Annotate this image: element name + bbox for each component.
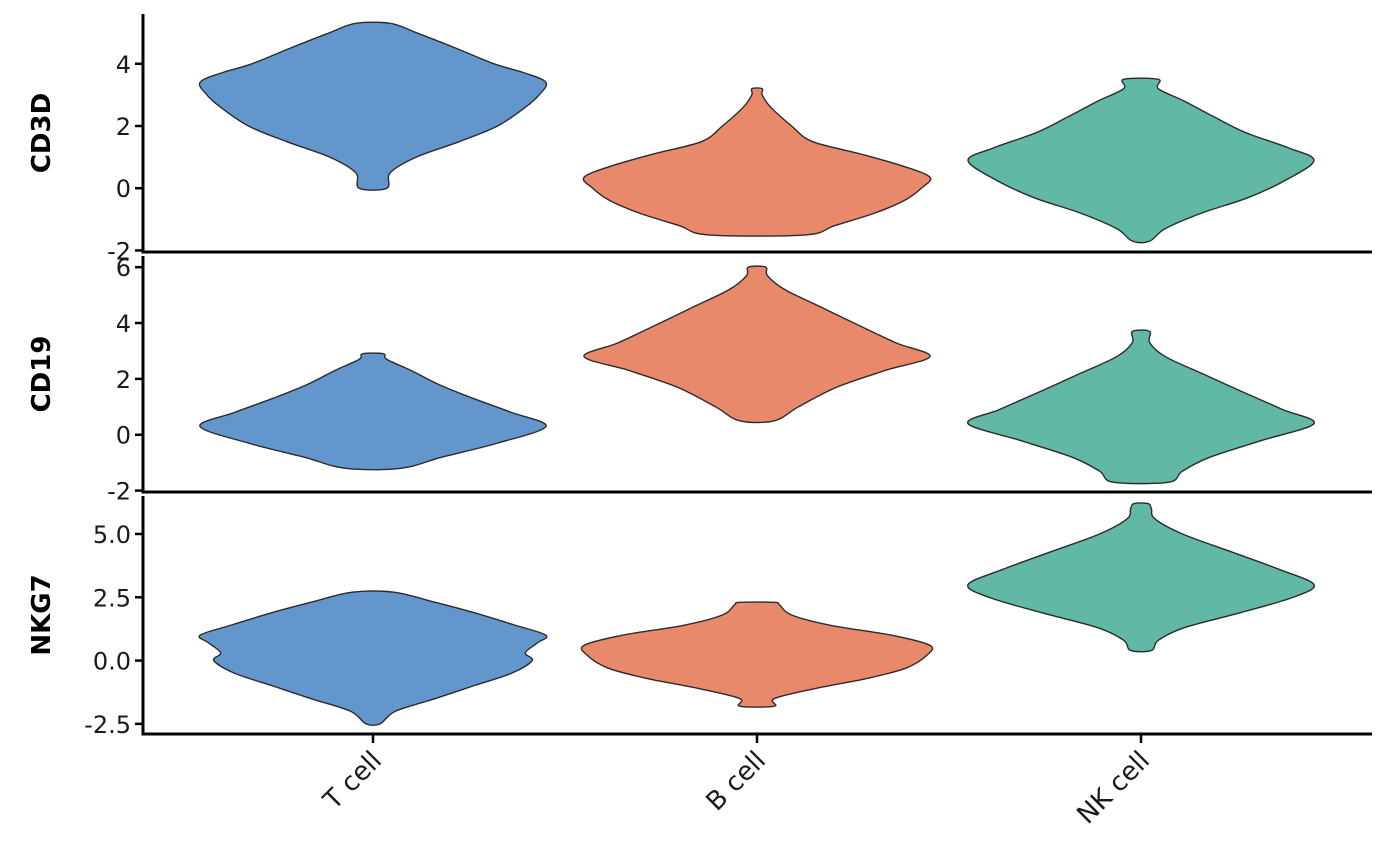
y-tick-label-cd3d: 2 — [116, 113, 131, 141]
x-tick-label-b-cell: B cell — [701, 746, 772, 817]
violin-nkg7-t-cell — [198, 590, 548, 727]
y-tick-label-cd19: 2 — [116, 366, 131, 394]
panel-label-cd19: CD19 — [27, 336, 57, 413]
y-tick-label-cd3d: 0 — [116, 175, 131, 203]
y-tick-label-nkg7: 2.5 — [93, 584, 131, 612]
violin-cd19-b-cell — [583, 265, 931, 424]
y-tick-label-cd19: -2 — [107, 478, 131, 506]
panel-label-nkg7: NKG7 — [27, 574, 57, 655]
panel-cd3d: -2 0 2 4 CD3D — [27, 14, 1372, 265]
y-tick-label-nkg7: 5.0 — [93, 521, 131, 549]
y-tick-label-cd19: 6 — [116, 254, 131, 282]
x-tick-label-nk-cell: NK cell — [1071, 746, 1156, 831]
y-tick-label-cd19: 4 — [116, 310, 131, 338]
violin-nkg7-b-cell — [580, 601, 934, 708]
x-tick-label-t-cell: T cell — [317, 746, 388, 817]
panel-nkg7: -2.5 0.0 2.5 5.0 NKG7 — [27, 496, 1372, 739]
violin-cd3d-b-cell — [582, 87, 932, 237]
violin-cd3d-t-cell — [198, 21, 548, 191]
y-tick-label-cd19: 0 — [116, 422, 131, 450]
x-axis: T cell B cell NK cell — [317, 734, 1156, 830]
panel-label-cd3d: CD3D — [27, 93, 57, 173]
y-tick-label-cd3d: 4 — [116, 51, 131, 79]
y-tick-label-nkg7: -2.5 — [84, 711, 131, 739]
violin-cd19-t-cell — [199, 352, 547, 471]
y-tick-label-cd3d: -2 — [107, 237, 131, 265]
violin-cd3d-nk-cell — [967, 77, 1315, 244]
y-tick-label-nkg7: 0.0 — [93, 648, 131, 676]
violin-nkg7-nk-cell — [967, 502, 1315, 653]
violin-cd19-nk-cell — [967, 329, 1315, 485]
panel-cd19: -2 0 2 4 6 CD19 — [27, 254, 1372, 506]
